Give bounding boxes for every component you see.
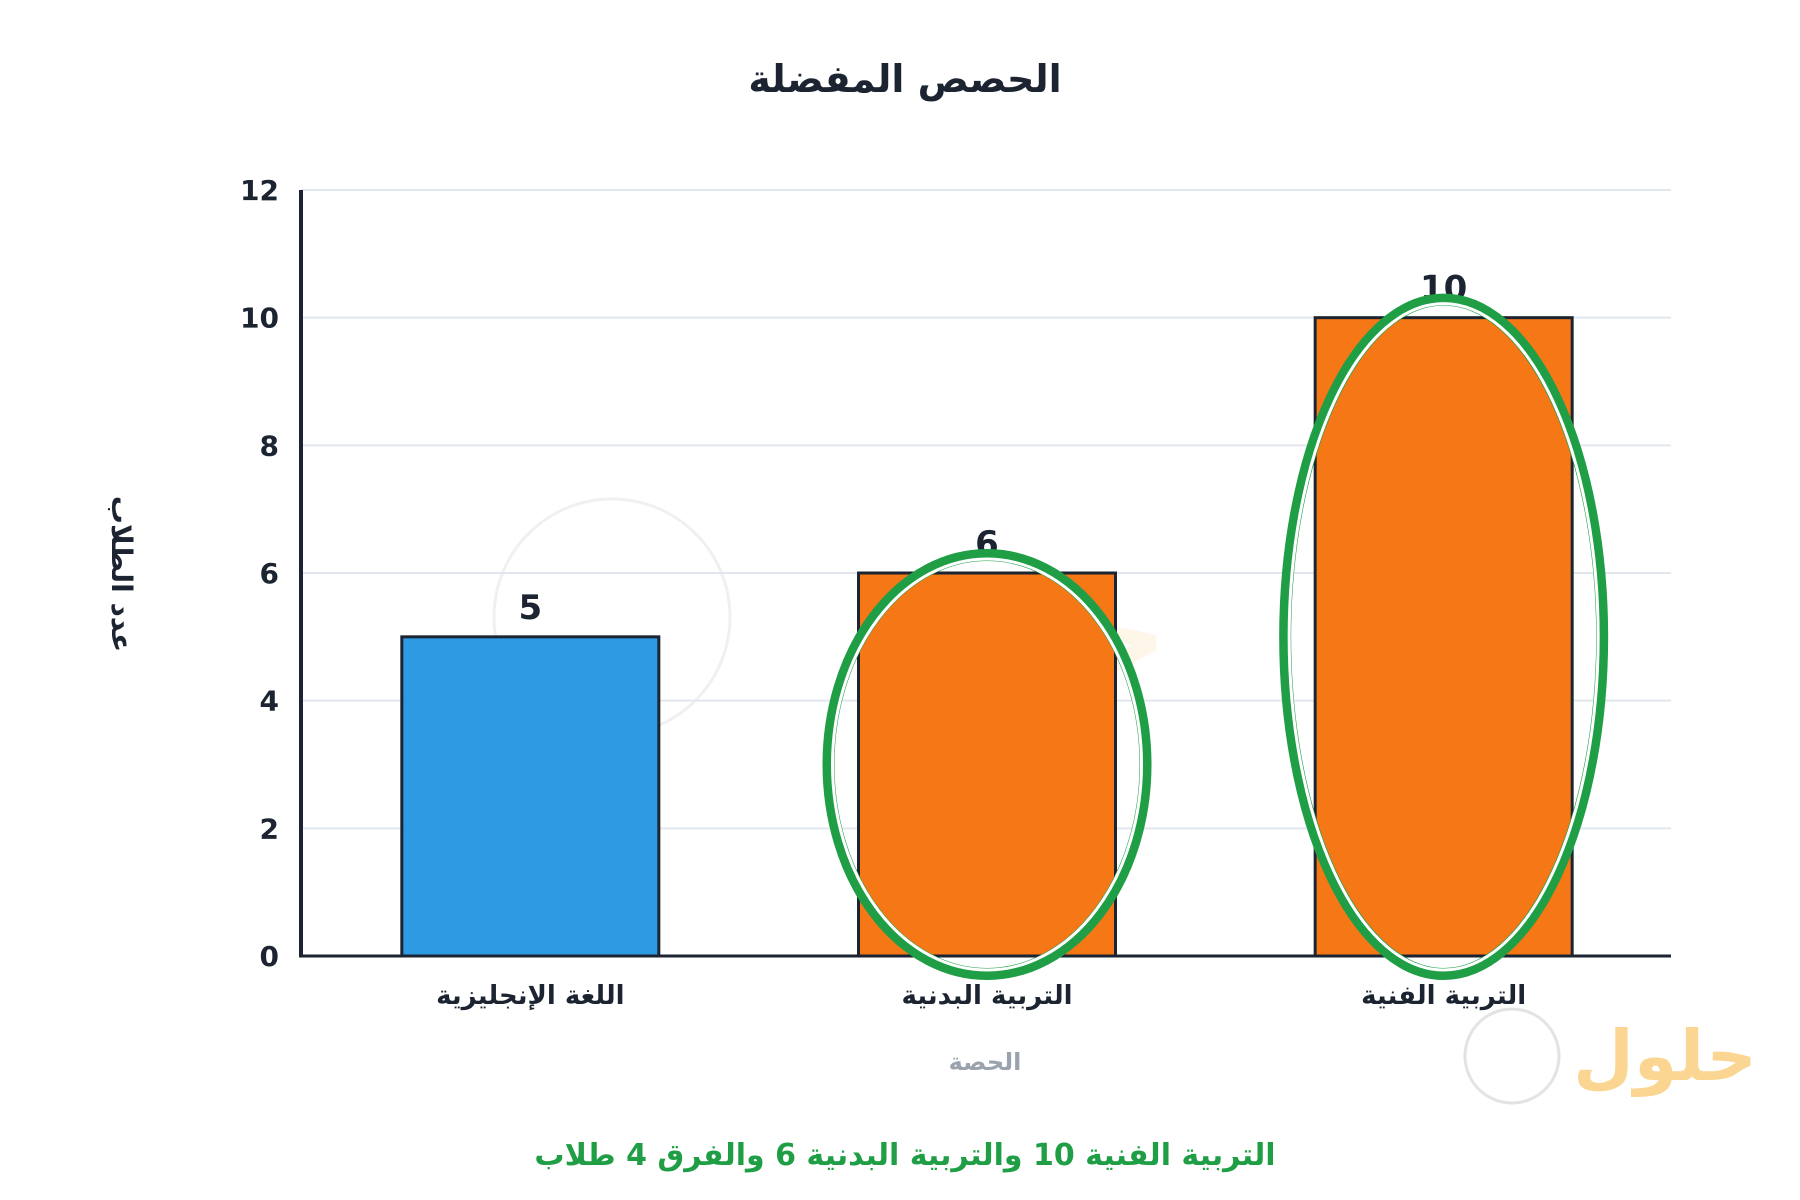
y-tick-label: 0	[260, 940, 279, 973]
x-tick-label: اللغة الإنجليزية	[436, 981, 625, 1011]
highlight-ellipse	[822, 549, 1152, 980]
y-tick-label: 8	[260, 429, 279, 462]
y-axis-label: عدد الطلاب	[105, 496, 138, 652]
y-tick-label: 10	[240, 302, 279, 335]
bar	[1313, 316, 1574, 958]
highlight-ellipse	[1279, 293, 1609, 980]
bars	[400, 316, 1574, 958]
bar	[400, 635, 661, 958]
y-axis-ticks: 0 2 4 6 8 10 12	[240, 174, 279, 973]
x-tick-label: التربية الفنية	[1361, 981, 1526, 1011]
x-axis-ticks: اللغة الإنجليزية التربية البدنية التربية ا…	[436, 981, 1526, 1011]
y-tick-label: 6	[260, 557, 279, 590]
y-tick-label: 2	[260, 812, 279, 845]
x-tick-label: التربية البدنية	[901, 981, 1072, 1011]
logo-text: حلول	[1573, 1015, 1757, 1097]
highlight-ellipses	[822, 293, 1609, 980]
chart-title: الحصص المفضلة	[748, 57, 1061, 101]
x-axis-label: الحصة	[949, 1048, 1022, 1076]
y-tick-label: 12	[240, 174, 279, 207]
y-tick-label: 4	[260, 685, 279, 718]
annotation-text: التربية الفنية 10 والتربية البدنية 6 وال…	[534, 1138, 1275, 1173]
data-label: 5	[518, 588, 542, 628]
logo: حلول	[1463, 1007, 1757, 1105]
bar	[857, 571, 1117, 958]
